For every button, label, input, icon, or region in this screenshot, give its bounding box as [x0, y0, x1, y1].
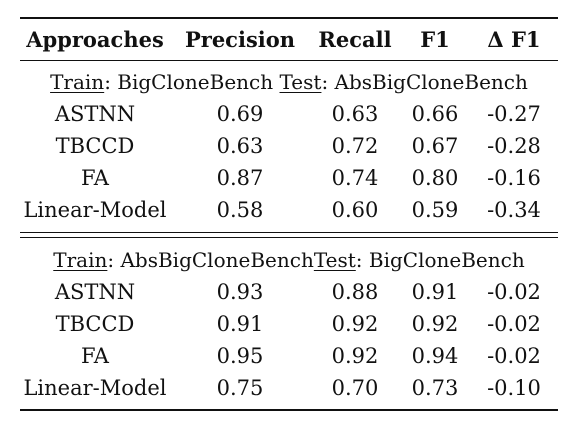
cell-recall: 0.74 [331, 166, 379, 190]
cell-delta-f1: -0.10 [487, 376, 541, 400]
section-1-test-value: : AbsBigCloneBench [321, 70, 528, 94]
cell-approach: TBCCD [55, 312, 135, 336]
table-row: FA 0.95 0.92 0.94 -0.02 [20, 341, 558, 371]
cell-f1: 0.80 [411, 166, 459, 190]
section-divider-lower [20, 237, 558, 238]
cell-approach: Linear-Model [23, 376, 167, 400]
table-row: Linear-Model 0.58 0.60 0.59 -0.34 [20, 195, 558, 225]
table-row: FA 0.87 0.74 0.80 -0.16 [20, 163, 558, 193]
section-1-train-label: Train [50, 70, 105, 94]
section-1-train-value: : BigCloneBench [104, 70, 280, 94]
cell-f1: 0.94 [411, 344, 459, 368]
cell-precision: 0.91 [216, 312, 264, 336]
cell-recall: 0.92 [331, 312, 379, 336]
header-approaches: Approaches [26, 26, 164, 52]
cell-f1: 0.92 [411, 312, 459, 336]
cell-approach: FA [81, 344, 109, 368]
cell-precision: 0.58 [216, 198, 264, 222]
header-f1: F1 [420, 26, 450, 52]
cell-approach: TBCCD [55, 134, 135, 158]
section-1-test-label: Test [279, 70, 322, 94]
cell-approach: ASTNN [54, 102, 136, 126]
cell-precision: 0.75 [216, 376, 264, 400]
header-rule [20, 60, 558, 61]
bottom-rule [20, 409, 558, 411]
cell-f1: 0.59 [411, 198, 459, 222]
cell-precision: 0.69 [216, 102, 264, 126]
cell-approach: ASTNN [54, 280, 136, 304]
section-2-test-value: : BigCloneBench [355, 248, 525, 272]
section-2-test-label: Test [313, 248, 356, 272]
table-row: TBCCD 0.91 0.92 0.92 -0.02 [20, 309, 558, 339]
table-row: ASTNN 0.69 0.63 0.66 -0.27 [20, 99, 558, 129]
section-2-train-value: : AbsBigCloneBench [107, 248, 314, 272]
cell-delta-f1: -0.34 [487, 198, 541, 222]
header-delta-f1: Δ F1 [487, 26, 541, 52]
cell-delta-f1: -0.28 [487, 134, 541, 158]
top-rule [20, 17, 558, 19]
cell-recall: 0.88 [331, 280, 379, 304]
cell-recall: 0.60 [331, 198, 379, 222]
cell-approach: Linear-Model [23, 198, 167, 222]
cell-approach: FA [81, 166, 109, 190]
cell-delta-f1: -0.27 [487, 102, 541, 126]
table-row: ASTNN 0.93 0.88 0.91 -0.02 [20, 277, 558, 307]
section-2-label: Train: AbsBigCloneBench Test: BigCloneBen… [20, 245, 558, 275]
cell-f1: 0.66 [411, 102, 459, 126]
cell-delta-f1: -0.02 [487, 312, 541, 336]
cell-recall: 0.92 [331, 344, 379, 368]
section-2-train-label: Train [53, 248, 108, 272]
table-header: Approaches Precision Recall F1 Δ F1 [20, 24, 558, 54]
cell-delta-f1: -0.16 [487, 166, 541, 190]
cell-f1: 0.67 [411, 134, 459, 158]
cell-precision: 0.93 [216, 280, 264, 304]
header-recall: Recall [318, 26, 392, 52]
cell-f1: 0.91 [411, 280, 459, 304]
section-divider-upper [20, 232, 558, 233]
cell-f1: 0.73 [411, 376, 459, 400]
section-1-label: Train: BigCloneBench Test: AbsBigCloneBe… [20, 67, 558, 97]
header-precision: Precision [184, 26, 296, 52]
table-row: Linear-Model 0.75 0.70 0.73 -0.10 [20, 373, 558, 403]
cell-recall: 0.63 [331, 102, 379, 126]
cell-delta-f1: -0.02 [487, 344, 541, 368]
cell-recall: 0.72 [331, 134, 379, 158]
cell-precision: 0.95 [216, 344, 264, 368]
table-row: TBCCD 0.63 0.72 0.67 -0.28 [20, 131, 558, 161]
cell-delta-f1: -0.02 [487, 280, 541, 304]
cell-recall: 0.70 [331, 376, 379, 400]
cell-precision: 0.87 [216, 166, 264, 190]
cell-precision: 0.63 [216, 134, 264, 158]
